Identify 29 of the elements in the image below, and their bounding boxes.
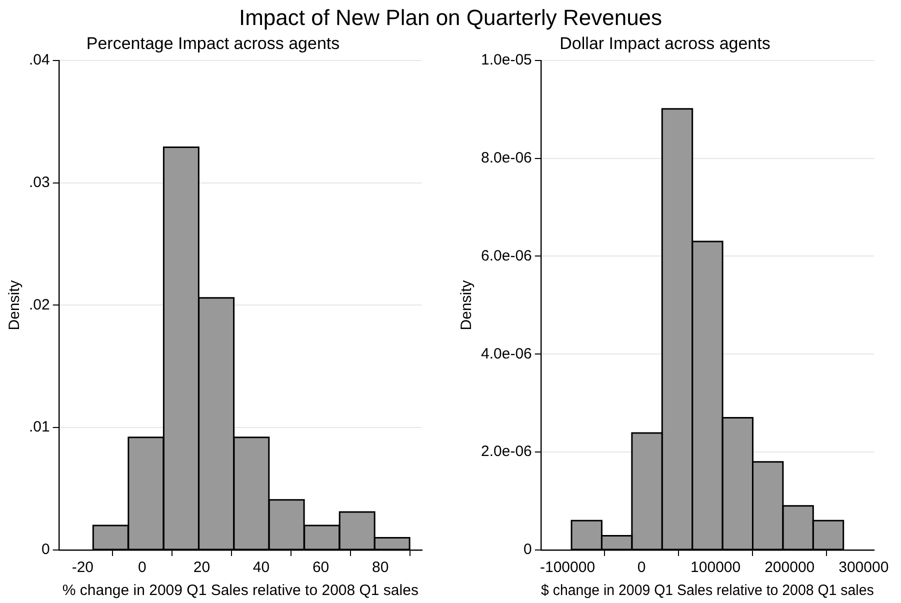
- x-tick-label: 20: [193, 559, 210, 576]
- x-tick-label: 80: [372, 559, 389, 576]
- x-tick-label: -100000: [540, 559, 596, 576]
- x-tick-label: 0: [138, 559, 146, 576]
- y-axis-title: Density: [458, 280, 476, 330]
- x-tick-label: 60: [312, 559, 330, 576]
- y-tick-label: .04: [28, 52, 50, 69]
- y-tick-label: 0: [524, 541, 532, 558]
- x-tick-label: 0: [637, 559, 646, 576]
- chart-subtitle: Dollar Impact across agents: [560, 34, 770, 53]
- chart-subtitle: Percentage Impact across agents: [86, 34, 340, 53]
- y-tick-label: .02: [28, 296, 50, 314]
- x-axis-title: $ change in 2009 Q1 Sales relative to 2008 Q1 sales: [541, 582, 874, 600]
- y-tick-label: 2.0e-06: [481, 443, 532, 460]
- y-tick-label: 8.0e-06: [481, 149, 532, 166]
- chart-title: Impact of New Plan on Quarterly Revenues: [238, 4, 664, 32]
- x-tick-label: -20: [72, 559, 94, 576]
- y-tick-label: 6.0e-06: [481, 247, 532, 264]
- x-tick-label: 40: [252, 559, 270, 576]
- y-axis-title: Density: [6, 280, 24, 330]
- y-tick-label: 1.0e-05: [481, 52, 532, 69]
- y-tick-label: 4.0e-06: [481, 345, 532, 362]
- y-tick-label: 0: [42, 541, 50, 558]
- x-tick-label: 300000: [838, 559, 889, 576]
- x-tick-label: 100000: [690, 559, 741, 576]
- y-tick-label: .03: [28, 174, 50, 191]
- y-tick-label: .01: [28, 418, 50, 436]
- x-tick-label: 200000: [764, 559, 815, 576]
- x-axis-title: % change in 2009 Q1 Sales relative to 2008 Q1 sales: [62, 582, 418, 600]
